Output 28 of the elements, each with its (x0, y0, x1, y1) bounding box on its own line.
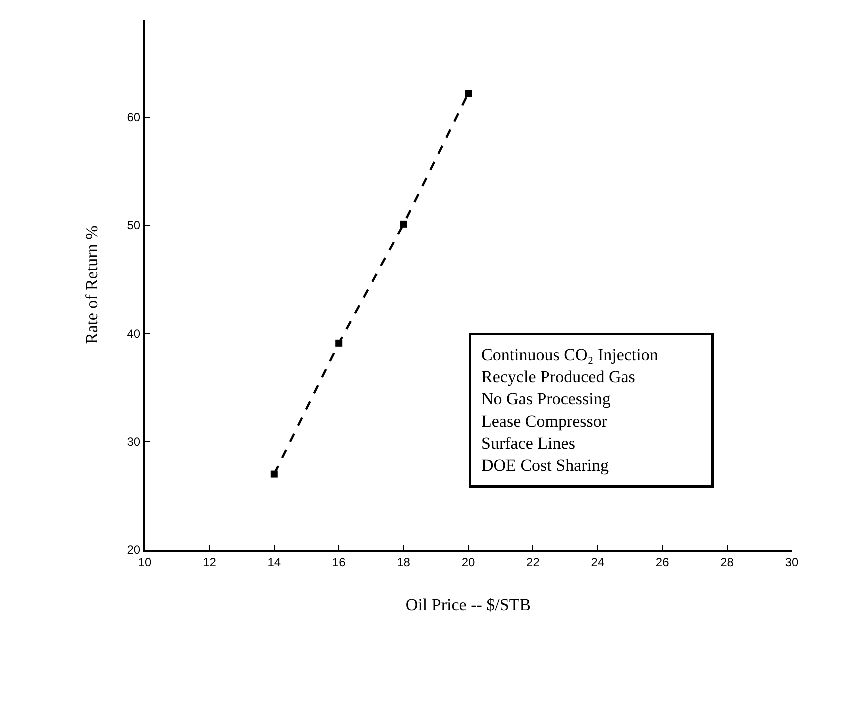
annotation: DOE Cost Sharing (482, 456, 610, 475)
x-tick-label: 14 (268, 555, 282, 570)
point (270, 470, 278, 478)
x-tick-label: 10 (138, 555, 152, 570)
x-tick-label: 30 (785, 555, 799, 570)
y-tick-label: 30 (127, 435, 141, 450)
x-tick-label: 12 (203, 555, 217, 570)
x-tick-label: 16 (332, 555, 346, 570)
x-tick-label: 22 (526, 555, 540, 570)
x-tick-label: 18 (397, 555, 411, 570)
point (465, 90, 472, 98)
x-axis-title: Oil Price -- $/STB (406, 595, 532, 614)
annotation: Recycle Produced Gas (482, 368, 636, 387)
annotation: No Gas Processing (482, 390, 612, 409)
x-tick-label: 24 (591, 555, 605, 570)
annotation: Lease Compressor (482, 412, 608, 431)
y-tick-label: 20 (127, 543, 141, 558)
point (400, 220, 408, 228)
y-tick-label: 40 (127, 326, 141, 341)
y-tick-label: 50 (127, 218, 141, 233)
x-tick-label: 28 (720, 555, 734, 570)
x-tick-label: 20 (462, 555, 476, 570)
annotation: Surface Lines (482, 434, 576, 453)
point (336, 340, 343, 347)
x-tick-label: 26 (656, 555, 670, 570)
y-tick-label: 60 (127, 110, 141, 125)
annotation: Continuous CO₂ Injection (482, 346, 659, 364)
y-axis-title: Rate of Return % (82, 226, 102, 344)
